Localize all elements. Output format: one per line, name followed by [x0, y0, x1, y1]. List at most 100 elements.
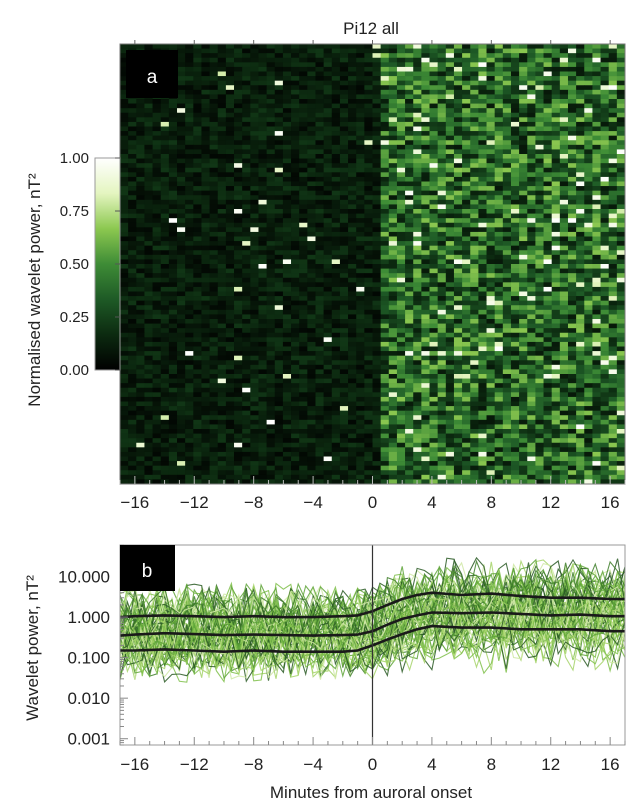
heatmap-cell — [486, 76, 495, 81]
heatmap-cell — [396, 387, 406, 393]
heatmap-cell — [388, 346, 398, 352]
heatmap-cell — [274, 222, 284, 228]
heatmap-cell — [315, 332, 324, 338]
heatmap-cell — [559, 204, 569, 210]
heatmap-cell — [225, 195, 235, 201]
heatmap-cell — [177, 158, 186, 164]
heatmap-cell — [168, 387, 178, 393]
heatmap-cell — [225, 328, 235, 334]
heatmap-cell — [315, 71, 324, 77]
heatmap-cell — [567, 103, 577, 109]
heatmap-cell — [396, 71, 406, 77]
heatmap-cell — [193, 396, 202, 402]
heatmap-cell — [234, 53, 243, 59]
heatmap-cell — [128, 341, 137, 347]
heatmap-cell — [185, 227, 194, 233]
heatmap-cell — [160, 126, 170, 132]
heatmap-cell — [445, 309, 455, 315]
heatmap-cell — [396, 323, 406, 329]
heatmap-cell — [429, 213, 438, 219]
heatmap-cell — [372, 282, 381, 288]
heatmap-cell — [242, 190, 251, 196]
heatmap-cell — [323, 195, 333, 201]
heatmap-cell — [494, 158, 504, 164]
heatmap-cell — [405, 328, 414, 334]
heatmap-cell — [291, 195, 300, 201]
heatmap-cell — [592, 135, 601, 141]
heatmap-cell — [209, 222, 219, 228]
heatmap-cell — [266, 314, 276, 320]
heatmap-cell — [453, 250, 463, 256]
heatmap-cell — [543, 213, 552, 219]
heatmap-cell — [445, 76, 455, 81]
heatmap-cell — [274, 309, 284, 315]
heatmap-cell — [535, 66, 544, 72]
heatmap-cell — [527, 66, 536, 72]
heatmap-cell — [291, 337, 300, 343]
heatmap-cell — [380, 48, 390, 54]
heatmap-cell — [364, 236, 373, 242]
heatmap-cell — [217, 108, 227, 114]
heatmap-cell — [576, 268, 585, 274]
heatmap-cell — [201, 140, 210, 146]
heatmap-cell — [307, 190, 316, 196]
heatmap-cell — [470, 117, 479, 123]
heatmap-cell — [225, 85, 235, 91]
heatmap-cell — [250, 387, 259, 393]
heatmap-cell — [323, 149, 333, 155]
heatmap-cell — [250, 66, 259, 72]
heatmap-cell — [193, 154, 202, 159]
heatmap-cell — [307, 186, 316, 191]
heatmap-cell — [323, 291, 333, 297]
heatmap-cell — [486, 167, 495, 173]
heatmap-cell — [380, 401, 390, 407]
heatmap-cell — [551, 300, 561, 306]
heatmap-cell — [380, 245, 390, 251]
heatmap-cell — [185, 94, 194, 100]
heatmap-cell — [266, 167, 276, 173]
heatmap-cell — [234, 259, 243, 265]
heatmap-cell — [144, 355, 153, 361]
heatmap-cell — [380, 190, 390, 196]
heatmap-cell — [201, 112, 210, 118]
heatmap-cell — [364, 355, 373, 361]
heatmap-cell — [421, 355, 430, 361]
heatmap-cell — [600, 222, 610, 228]
heatmap-cell — [470, 103, 479, 109]
heatmap-cell — [543, 236, 552, 242]
heatmap-cell — [282, 264, 292, 269]
heatmap-cell — [462, 355, 471, 361]
heatmap-cell — [177, 186, 186, 191]
heatmap-cell — [380, 396, 390, 402]
heatmap-cell — [160, 163, 170, 169]
heatmap-cell — [453, 401, 463, 407]
heatmap-cell — [413, 319, 422, 324]
heatmap-cell — [282, 71, 292, 77]
heatmap-cell — [445, 176, 455, 182]
heatmap-cell — [225, 94, 235, 100]
heatmap-cell — [274, 209, 284, 214]
heatmap-cell — [323, 158, 333, 164]
heatmap-cell — [462, 44, 471, 49]
heatmap-cell — [242, 199, 251, 205]
heatmap-cell — [405, 305, 414, 311]
heatmap-cell — [608, 355, 618, 361]
heatmap-cell — [519, 80, 528, 86]
heatmap-cell — [356, 176, 365, 182]
heatmap-cell — [364, 383, 373, 389]
heatmap-cell — [494, 282, 504, 288]
heatmap-cell — [519, 158, 528, 164]
heatmap-cell — [315, 383, 324, 389]
heatmap-cell — [413, 53, 422, 59]
heatmap-cell — [527, 222, 536, 228]
heatmap-cell — [608, 374, 618, 379]
heatmap-cell — [299, 328, 308, 334]
heatmap-cell — [584, 209, 593, 214]
heatmap-cell — [405, 259, 414, 265]
heatmap-cell — [519, 176, 528, 182]
heatmap-cell — [445, 190, 455, 196]
heatmap-cell — [567, 218, 577, 224]
heatmap-cell — [234, 112, 243, 118]
heatmap-cell — [445, 355, 455, 361]
heatmap-cell — [535, 121, 544, 127]
